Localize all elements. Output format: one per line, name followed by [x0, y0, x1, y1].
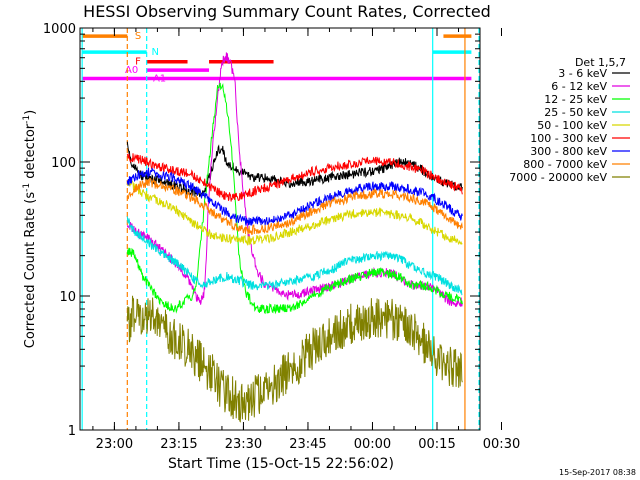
- x-tick-label-0: 23:00: [96, 437, 133, 452]
- y-axis-label: Corrected Count Rate (s-1 detector-1): [22, 110, 38, 348]
- y-axis-label-main: Corrected Count Rate (s: [23, 192, 38, 349]
- x-tick-label-1: 23:15: [160, 437, 197, 452]
- y-axis-label-sup1: -1: [22, 183, 32, 192]
- y-tick-label-2: 100: [51, 156, 76, 171]
- legend-entry-3: 25 - 50 keV: [544, 106, 607, 119]
- y-tick-label-3: 1000: [43, 22, 76, 37]
- y-axis-label-mid: detector: [23, 123, 38, 183]
- chart-title: HESSI Observing Summary Count Rates, Cor…: [83, 2, 491, 21]
- series-line-2: [126, 82, 463, 315]
- indicator-label-4: F: [135, 57, 141, 68]
- series-line-4: [126, 180, 463, 246]
- data-series: [126, 52, 463, 423]
- x-tick-label-5: 00:15: [418, 437, 455, 452]
- series-line-3: [126, 216, 463, 296]
- series-line-7: [126, 177, 463, 235]
- y-axis-label-end: ): [23, 110, 38, 115]
- series-line-6: [126, 167, 463, 227]
- indicator-label-6: A0: [125, 65, 138, 76]
- y-tick-label-0: 1: [68, 424, 76, 439]
- x-axis-ticks: 23:00 23:15 23:30 23:45 00:00 00:15 00:30: [92, 28, 520, 452]
- timestamp: 15-Sep-2017 08:38: [559, 468, 636, 477]
- legend-entry-5: 100 - 300 keV: [530, 132, 607, 145]
- legend-entry-1: 6 - 12 keV: [551, 80, 607, 93]
- x-axis-label: Start Time (15-Oct-15 22:56:02): [168, 456, 394, 472]
- legend-entry-4: 50 - 100 keV: [537, 119, 607, 132]
- legend-entry-7: 800 - 7000 keV: [523, 158, 607, 171]
- y-axis-ticks: 1 10 100 1000: [43, 22, 480, 439]
- x-tick-label-4: 00:00: [354, 437, 391, 452]
- y-axis-label-sup2: -1: [22, 115, 32, 124]
- plot-frame: [79, 27, 481, 431]
- x-tick-label-2: 23:30: [225, 437, 262, 452]
- legend-entry-2: 12 - 25 keV: [544, 93, 607, 106]
- indicator-label-2: N: [152, 47, 159, 58]
- x-tick-label-6: 00:30: [483, 437, 520, 452]
- legend-entry-8: 7000 - 20000 keV: [509, 171, 607, 184]
- indicator-label-0: S: [135, 31, 141, 42]
- legend-entry-0: 3 - 6 keV: [558, 67, 607, 80]
- x-tick-label-3: 23:45: [289, 437, 326, 452]
- y-tick-label-1: 10: [59, 290, 76, 305]
- indicator-label-7: A1: [153, 73, 166, 84]
- series-line-5: [126, 153, 463, 202]
- legend-title: Det 1,5,7: [575, 56, 626, 69]
- legend-entry-6: 300 - 800 keV: [530, 145, 607, 158]
- series-line-8: [126, 295, 463, 423]
